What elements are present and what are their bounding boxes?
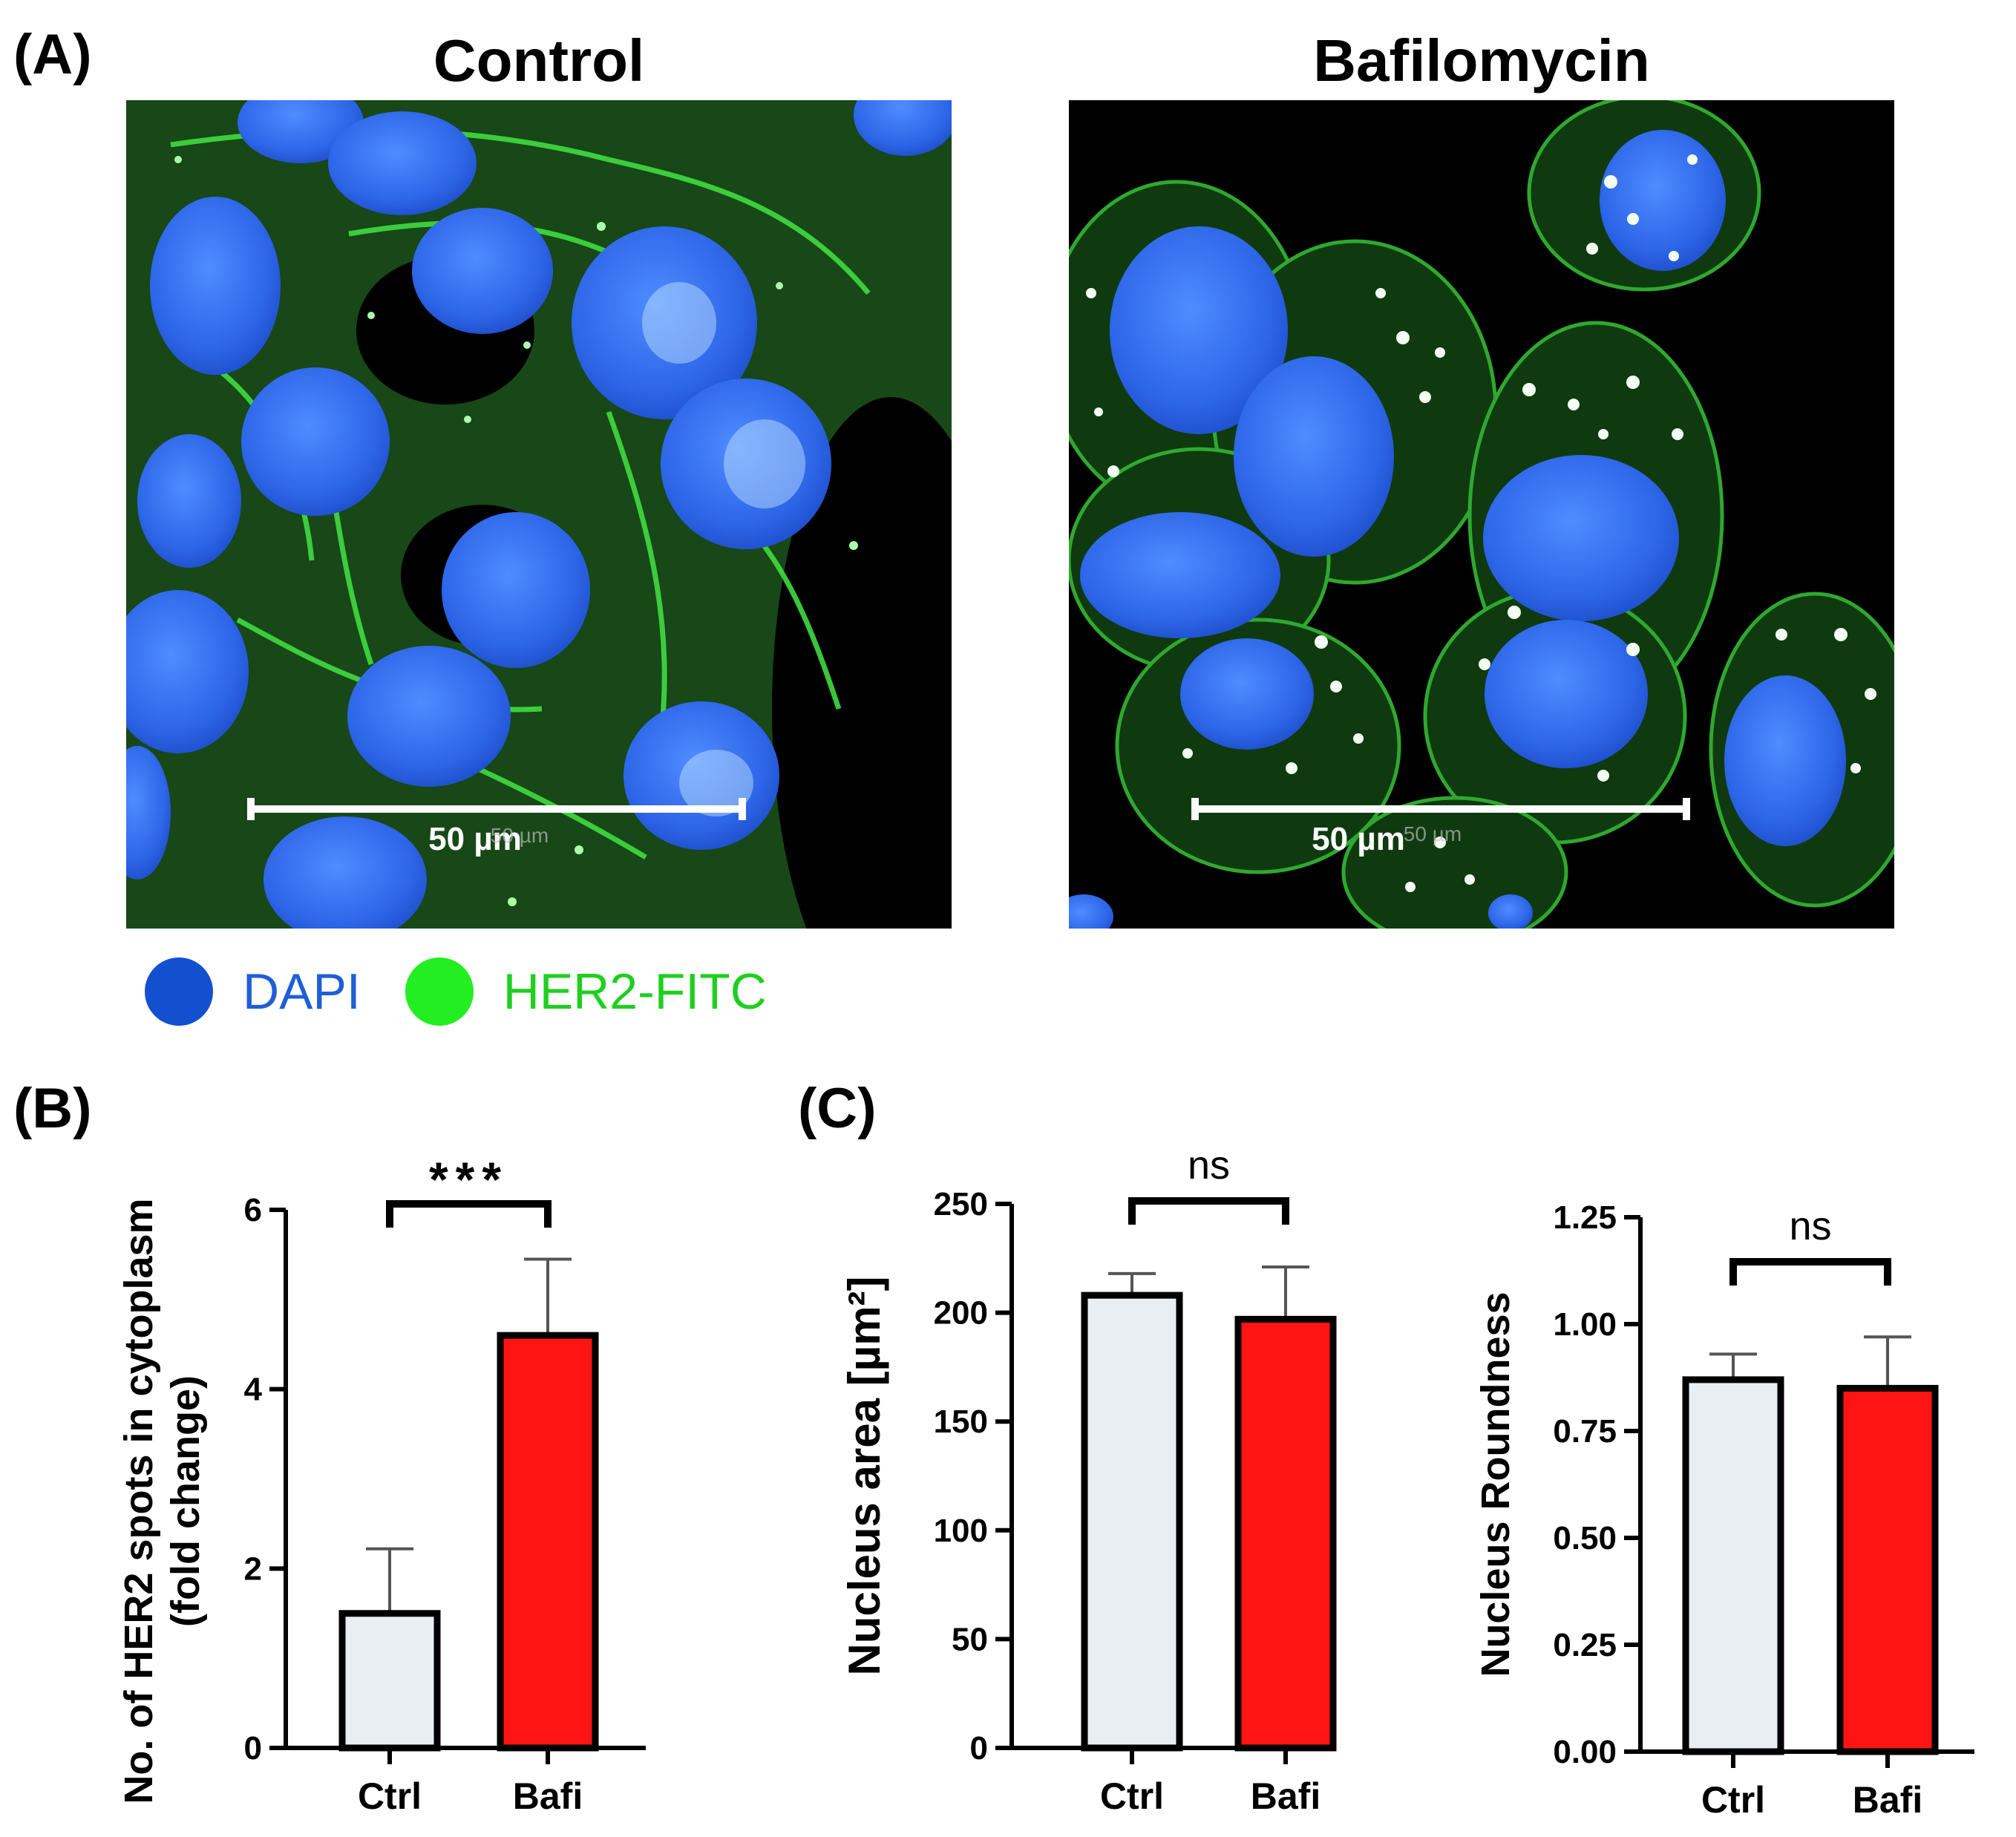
area-ytick-label: 100 <box>934 1513 988 1549</box>
area-ytick-label: 0 <box>970 1730 988 1766</box>
area-xtick-label-ctrl: Ctrl <box>1100 1775 1164 1817</box>
roundness-xtick-label-bafi: Bafi <box>1853 1779 1922 1821</box>
panel-label-b: (B) <box>13 1077 92 1140</box>
roundness-ytick-label: 0.00 <box>1553 1734 1617 1770</box>
her2-legend-dot <box>405 957 474 1026</box>
roundness-ytick-label: 1.00 <box>1553 1306 1617 1343</box>
scalebar-label-control-faint: 50 µm <box>491 824 549 847</box>
roundness-ytick-label: 0.50 <box>1553 1520 1617 1556</box>
her2-legend-label: HER2-FITC <box>503 963 767 1020</box>
area-significance-label: ns <box>1188 1143 1230 1188</box>
roundness-significance-bracket <box>1729 1258 1891 1286</box>
spots-xtick-label-ctrl: Ctrl <box>358 1775 422 1817</box>
panel-label-a: (A) <box>13 23 92 86</box>
roundness-bar-ctrl <box>1682 1376 1784 1755</box>
area-ytick-label: 200 <box>934 1295 988 1332</box>
spots-ytick-label: 4 <box>244 1372 263 1408</box>
dapi-legend-dot <box>145 957 213 1026</box>
spots-bar-bafi <box>497 1332 599 1752</box>
roundness-xtick-label-ctrl: Ctrl <box>1701 1779 1765 1821</box>
roundness-significance-label: ns <box>1789 1204 1831 1248</box>
micrograph-control: 50 µm 50 µm <box>126 100 952 929</box>
area-bar-ctrl <box>1081 1291 1183 1752</box>
spots-bar-ctrl <box>338 1610 441 1752</box>
scalebar-label-bafilomycin: 50 µm <box>1312 821 1405 857</box>
roundness-ytick-label: 0.75 <box>1553 1413 1617 1450</box>
area-y-axis-label: Nucleus area [µm²] <box>840 1276 889 1675</box>
image-title-control: Control <box>433 27 645 94</box>
area-significance-bracket <box>1128 1197 1289 1225</box>
micrograph-bafilomycin: 50 µm 50 µm <box>1069 100 1894 929</box>
spots-ytick-label: 6 <box>244 1192 262 1228</box>
spots-ytick-label: 0 <box>244 1730 262 1766</box>
dapi-legend-label: DAPI <box>243 963 361 1020</box>
spots-ytick-label: 2 <box>244 1551 262 1587</box>
micrograph-bafilomycin-art: 50 µm 50 µm <box>1069 100 1894 929</box>
scalebar-label-control: 50 µm <box>428 821 522 857</box>
area-ytick-label: 50 <box>952 1621 988 1657</box>
spots-y-axis-label-2: (fold change) <box>163 1375 208 1627</box>
spots-y-axis-label: No. of HER2 spots in cytoplasm <box>117 1198 161 1804</box>
spots-significance-bracket <box>386 1200 552 1228</box>
roundness-y-axis-label: Nucleus Roundness <box>1473 1291 1518 1677</box>
area-ytick-label: 150 <box>934 1404 988 1440</box>
panel-label-c: (C) <box>798 1077 877 1140</box>
roundness-ytick-label: 1.25 <box>1553 1199 1617 1236</box>
area-bar-bafi <box>1234 1315 1337 1752</box>
channel-legend: DAPI HER2-FITC <box>145 957 767 1026</box>
area-ytick-label: 250 <box>934 1186 988 1222</box>
roundness-ytick-label: 0.25 <box>1553 1627 1617 1663</box>
roundness-bar-bafi <box>1836 1384 1939 1755</box>
area-xtick-label-bafi: Bafi <box>1251 1775 1320 1817</box>
micrograph-control-art: 50 µm 50 µm <box>126 100 952 929</box>
spots-significance-label: *** <box>429 1152 508 1207</box>
scalebar-label-bafilomycin-faint: 50 µm <box>1404 822 1462 845</box>
spots-xtick-label-bafi: Bafi <box>513 1775 583 1817</box>
image-title-bafilomycin: Bafilomycin <box>1313 27 1650 94</box>
